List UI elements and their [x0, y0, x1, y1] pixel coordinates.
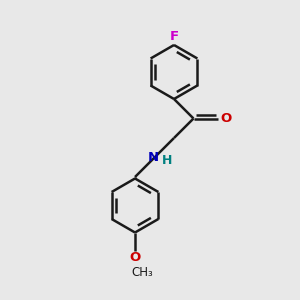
Text: O: O	[220, 112, 231, 125]
Text: O: O	[129, 251, 141, 264]
Text: H: H	[162, 154, 172, 167]
Text: CH₃: CH₃	[131, 266, 153, 279]
Text: F: F	[169, 30, 178, 43]
Text: N: N	[147, 151, 159, 164]
